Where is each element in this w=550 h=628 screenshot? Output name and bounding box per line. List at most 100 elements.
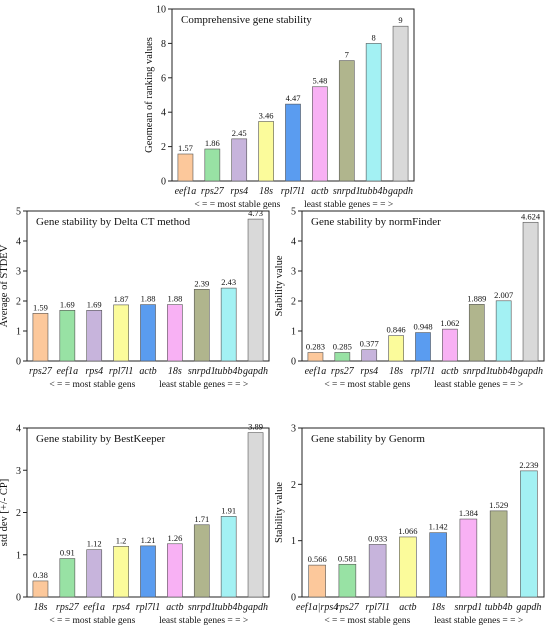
data-label: 0.377	[360, 339, 379, 349]
data-label: 1.529	[489, 500, 508, 510]
data-label: 0.933	[368, 533, 387, 543]
x-tick-label: rps27	[29, 366, 53, 377]
chart-title: Gene stability by Genorm	[311, 433, 425, 445]
data-label: 1.26	[167, 533, 182, 543]
bar-rps27	[32, 312, 49, 362]
x-tick-label: rpl7l1	[109, 366, 133, 377]
bar-snrpd1	[338, 60, 355, 182]
bar-18s	[388, 335, 404, 362]
x-axis-label-left: < = = most stable gens	[324, 616, 410, 626]
bar-rps27	[59, 558, 76, 598]
data-label: 1.12	[87, 539, 102, 549]
y-tick-label: 1	[291, 536, 296, 547]
x-tick-label: eef1a	[305, 366, 327, 377]
bar-tubb4b	[489, 510, 508, 598]
x-tick-label: gapdh	[518, 366, 543, 377]
data-label: 5.48	[312, 76, 327, 86]
bar-rpl7l1	[113, 304, 129, 362]
bar-snrpd1	[459, 518, 478, 598]
bar-tubb4b	[365, 43, 382, 182]
x-axis-label-right: least stable genes = = >	[434, 380, 523, 390]
bar-eef1a	[307, 352, 324, 362]
y-axis-label: Stability value	[274, 482, 285, 543]
chart-title: Gene stability by Delta CT method	[36, 216, 191, 228]
x-tick-label: actb	[166, 602, 183, 613]
bar-snrpd1	[193, 524, 210, 598]
x-axis-label-right: least stable genes = = >	[434, 616, 523, 626]
y-tick-label: 3	[16, 267, 21, 278]
x-tick-label: eef1a|rps4	[296, 602, 338, 613]
chart-normfinder: 0 1 2 3 4 5 Stability value Gene stability by n…	[274, 207, 545, 390]
y-tick-label: 2	[291, 480, 296, 491]
bar-18s	[167, 304, 183, 362]
y-tick-label: 0	[291, 357, 296, 368]
x-tick-label: gapdh	[516, 602, 541, 613]
x-tick-label: rps27	[56, 602, 80, 613]
data-label: 1.71	[194, 514, 209, 524]
x-tick-label: rpl7l1	[365, 602, 389, 613]
bar-eef1a	[177, 153, 194, 182]
x-axis-label-left: < = = most stable gens	[49, 616, 135, 626]
x-axis-label-right: least stable genes = = >	[159, 616, 248, 626]
bar-gapdh	[392, 25, 409, 182]
y-tick-label: 3	[291, 267, 296, 278]
bar-18s	[429, 532, 447, 598]
x-tick-label: snrpd1	[454, 602, 482, 613]
y-tick-label: 10	[156, 5, 166, 16]
data-label: 1.88	[141, 294, 156, 304]
chart-genorm: 0 1 2 3 Stability value Gene stability by Gen…	[274, 424, 545, 626]
data-label: 2.39	[194, 278, 209, 288]
x-tick-label: snrpd1	[333, 186, 361, 197]
bar-rps4	[113, 545, 129, 598]
data-label: 0.566	[308, 554, 327, 564]
data-label: 4.47	[286, 93, 301, 103]
data-label: 1.066	[398, 526, 417, 536]
x-tick-label: rps4	[230, 186, 248, 197]
y-tick-label: 4	[16, 237, 21, 248]
data-label: 1.142	[429, 522, 448, 532]
x-tick-label: 18s	[259, 186, 273, 197]
data-label: 7	[345, 50, 349, 60]
data-label: 0.948	[413, 322, 432, 332]
y-axis-label: Average of STDEV	[0, 244, 10, 327]
data-label: 1.21	[141, 535, 156, 545]
plot-frame	[301, 427, 545, 598]
bar-eef1a-rps4	[308, 564, 326, 598]
y-tick-label: 2	[291, 297, 296, 308]
x-tick-label: eef1a	[57, 366, 79, 377]
bar-snrpd1	[193, 288, 210, 362]
x-tick-label: rps27	[336, 602, 360, 613]
y-tick-label: 1	[16, 327, 21, 338]
x-tick-label: 18s	[33, 602, 47, 613]
chart-title: Gene stability by BestKeeper	[36, 433, 166, 445]
bar-rps4	[86, 309, 103, 362]
data-label: 1.384	[459, 508, 479, 518]
bar-eef1a	[59, 309, 76, 362]
data-label: 1.2	[116, 535, 127, 545]
y-tick-label: 6	[161, 73, 166, 84]
y-axis-label: std dev [+/- CP]	[0, 479, 10, 546]
x-tick-label: snrpd1	[463, 366, 491, 377]
data-label: 0.581	[338, 553, 357, 563]
data-label: 0.283	[306, 342, 325, 352]
data-label: 1.87	[114, 294, 129, 304]
bar-rpl7l1	[140, 545, 156, 598]
data-label: 2.43	[221, 277, 236, 287]
x-tick-label: rps4	[360, 366, 378, 377]
y-axis-label: Stability value	[274, 255, 285, 316]
chart-deltact: 0 1 2 3 4 5 Average of STDEV Gene stability by …	[0, 207, 270, 390]
data-label: 0.285	[333, 341, 352, 351]
data-label: 1.062	[440, 318, 459, 328]
data-label: 0.846	[387, 325, 406, 335]
y-tick-label: 4	[161, 108, 166, 119]
x-tick-label: 18s	[168, 366, 182, 377]
x-tick-label: rps4	[85, 366, 103, 377]
x-axis-label-left: < = = most stable gens	[324, 380, 410, 390]
y-axis-label: Geomean of ranking values	[144, 37, 155, 153]
y-tick-label: 3	[16, 466, 21, 477]
y-tick-label: 0	[161, 177, 166, 188]
data-label: 0.38	[33, 570, 48, 580]
data-label: 2.45	[232, 128, 247, 138]
bar-snrpd1	[468, 304, 485, 362]
bar-actb	[140, 304, 156, 362]
